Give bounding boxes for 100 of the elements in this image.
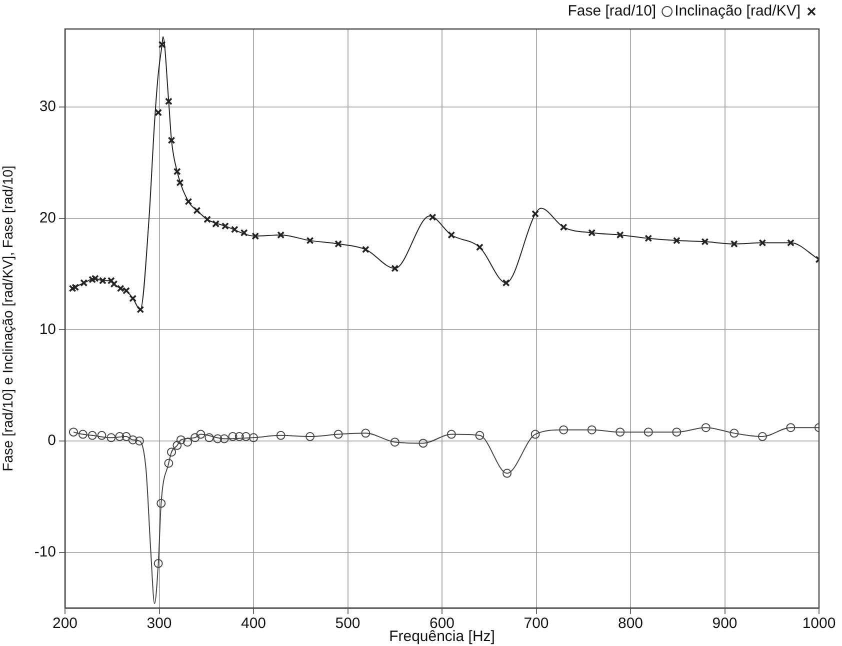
point: [730, 428, 739, 438]
point: [204, 216, 212, 224]
point: [616, 428, 625, 437]
point: [136, 306, 144, 314]
point: [98, 276, 106, 284]
y-tick-label: 30: [39, 98, 56, 116]
point: [106, 433, 116, 442]
point: [476, 244, 484, 251]
point: [701, 423, 710, 432]
point: [128, 435, 138, 444]
point: [154, 108, 162, 116]
point: [88, 430, 97, 440]
point: [213, 434, 222, 444]
point: [758, 432, 767, 442]
point: [68, 428, 78, 437]
point: [134, 436, 144, 446]
y-tick-label: -10: [34, 543, 56, 560]
point: [277, 231, 285, 239]
y-tick-label: 20: [39, 209, 56, 226]
x-tick-label: 700: [524, 615, 549, 632]
x-tick-label: 400: [240, 615, 266, 632]
point: [129, 294, 137, 302]
y-tick-label: 0: [48, 432, 56, 450]
point: [97, 430, 106, 440]
point: [587, 425, 596, 434]
point: [168, 136, 176, 144]
point: [107, 276, 115, 284]
point: [502, 468, 512, 478]
legend-label: Fase [rad/10]: [568, 2, 656, 20]
point: [502, 279, 510, 287]
point: [390, 438, 400, 447]
point: [276, 430, 286, 440]
point: [78, 430, 88, 439]
point: [220, 434, 229, 444]
point: [644, 234, 652, 242]
point: [154, 558, 163, 568]
point: [559, 425, 568, 434]
point: [616, 231, 624, 239]
y-axis-title: Fase [rad/10] e Inclinação [rad/KV], Fase [rad/10]: [0, 166, 16, 472]
point: [240, 229, 248, 236]
point: [183, 438, 192, 447]
point: [786, 423, 796, 432]
point: [115, 432, 124, 442]
point: [116, 284, 124, 292]
point: [122, 286, 130, 294]
point: [91, 274, 99, 282]
point: [758, 239, 766, 247]
point: [122, 432, 131, 442]
point: [190, 433, 200, 442]
x-tick-label: 1000: [802, 615, 836, 632]
point: [230, 226, 238, 234]
point: [221, 222, 229, 230]
y-tick-label: 10: [39, 320, 56, 338]
point: [80, 279, 88, 287]
point: [532, 210, 540, 218]
point: [672, 236, 680, 244]
x-tick-label: 900: [712, 615, 738, 632]
point: [448, 231, 456, 239]
point: [334, 430, 343, 439]
legend-label: Inclinação [rad/KV]: [674, 2, 800, 20]
point: [334, 240, 342, 248]
point: [164, 458, 174, 468]
point: [164, 98, 172, 106]
point: [193, 206, 201, 214]
point: [212, 220, 220, 228]
point: [446, 430, 456, 439]
x-tick-label: 300: [146, 615, 172, 632]
point: [249, 433, 258, 442]
point: [418, 438, 428, 448]
point: [588, 229, 596, 236]
point: [172, 440, 182, 450]
x-tick-label: 500: [335, 615, 360, 632]
point: [530, 430, 540, 439]
point: [391, 264, 399, 272]
point: [672, 428, 682, 437]
point: [241, 432, 250, 442]
point: [560, 223, 568, 231]
point: [252, 232, 260, 240]
point: [362, 246, 370, 254]
point: [68, 284, 76, 292]
point: [228, 432, 238, 442]
point: [701, 238, 709, 246]
point: [475, 430, 484, 440]
point: [196, 430, 206, 439]
point: [730, 240, 738, 248]
point: [156, 498, 166, 508]
point: [176, 178, 184, 186]
point: [644, 428, 653, 437]
point: [361, 428, 370, 438]
point: [176, 435, 186, 444]
point: [110, 280, 118, 288]
point: [306, 432, 315, 442]
point: [88, 276, 96, 284]
point: [158, 40, 166, 48]
point: [204, 433, 214, 442]
point: [428, 213, 436, 221]
x-tick-label: 800: [618, 615, 644, 632]
point: [786, 239, 794, 247]
point: [184, 198, 192, 206]
x-tick-label: 200: [52, 615, 78, 632]
